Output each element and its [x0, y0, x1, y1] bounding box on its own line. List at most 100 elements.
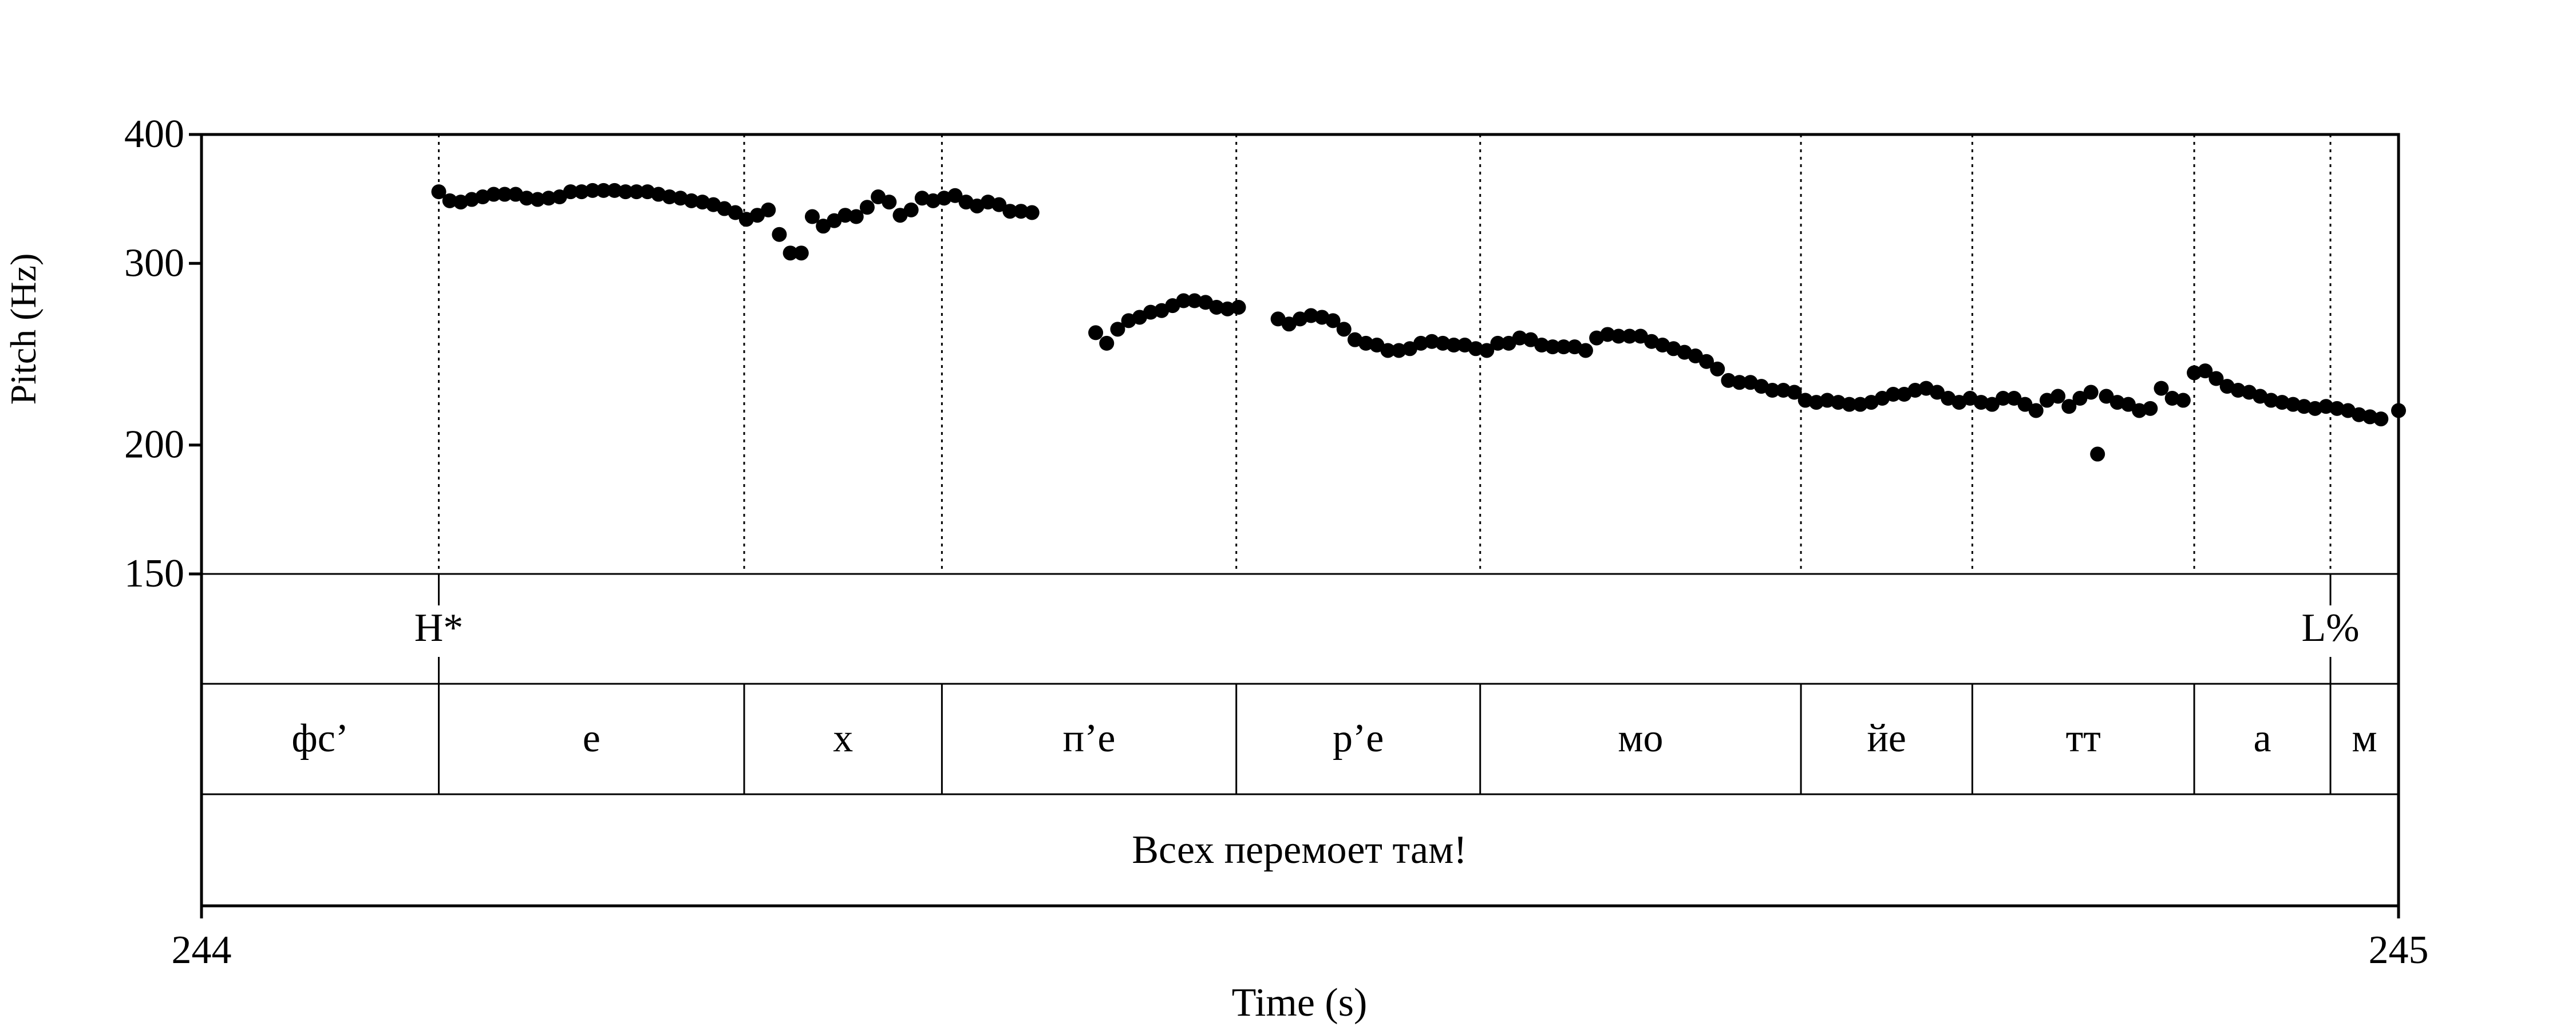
pitch-point	[882, 195, 897, 210]
segment-label: а	[2254, 716, 2271, 760]
pitch-point	[2006, 391, 2022, 406]
pitch-point	[728, 205, 743, 220]
pitch-point	[1358, 335, 1374, 351]
pitch-point	[793, 245, 809, 261]
pitch-point	[1435, 335, 1451, 351]
pitch-point	[1336, 322, 1352, 337]
pitch-point	[2164, 391, 2180, 406]
pitch-point	[1622, 328, 1637, 344]
pitch-point	[947, 188, 963, 203]
pitch-point	[1984, 397, 2000, 412]
pitch-point	[2061, 399, 2077, 414]
pitch-point	[1996, 391, 2011, 406]
segment-label: фс’	[291, 716, 349, 760]
pitch-point	[859, 200, 875, 215]
x-tick-label-start: 244	[172, 928, 232, 972]
x-axis-label: Time (s)	[1232, 981, 1368, 1025]
segment-label: тт	[2066, 716, 2101, 760]
pitch-point	[783, 245, 798, 261]
pitch-point	[816, 219, 831, 234]
segment-label: х	[833, 716, 853, 760]
pitch-point	[2099, 389, 2114, 404]
pitch-point	[1710, 361, 1725, 377]
pitch-point	[1088, 325, 1104, 340]
pitch-point	[772, 227, 787, 242]
pitch-point	[2050, 389, 2066, 404]
y-tick-label: 200	[124, 423, 184, 467]
pitch-point	[848, 209, 864, 224]
pitch-point	[1556, 339, 1571, 355]
pitch-point	[1446, 338, 1461, 353]
pitch-point	[827, 213, 842, 228]
pitch-point	[2187, 365, 2202, 381]
pitch-point	[1187, 293, 1202, 308]
pitch-point	[1787, 385, 1802, 400]
pitch-point	[618, 184, 633, 200]
pitch-point	[431, 184, 447, 200]
pitch-point	[1209, 299, 1224, 315]
sentence-label: Всех перемоет там!	[1132, 828, 1467, 872]
pitch-point	[1303, 308, 1319, 323]
pitch-point	[1808, 395, 1824, 410]
segment-label: м	[2352, 716, 2377, 760]
pitch-point	[1143, 304, 1159, 320]
pitch-point	[574, 184, 589, 200]
pitch-point	[1907, 383, 1923, 398]
pitch-point	[541, 191, 556, 206]
pitch-point	[1512, 330, 1527, 346]
pitch-point	[2154, 381, 2169, 396]
pitch-point	[1765, 383, 1780, 398]
segment-label: йе	[1867, 716, 1906, 760]
pitch-point	[2373, 411, 2389, 427]
pitch-point	[2208, 371, 2224, 386]
tone-label: H*	[414, 606, 464, 650]
pitch-point	[2109, 395, 2125, 410]
pitch-point	[991, 197, 1007, 212]
pitch-point	[1424, 334, 1440, 349]
segment-label: р’е	[1333, 716, 1384, 760]
pitch-point	[1369, 338, 1385, 353]
pitch-point	[1534, 338, 1550, 353]
pitch-point	[1024, 205, 1040, 220]
segment-label: е	[583, 716, 600, 760]
pitch-point	[683, 193, 699, 208]
pitch-point	[1973, 395, 1989, 410]
pitch-point	[1688, 348, 1703, 364]
pitch-point	[1699, 354, 1714, 369]
pitch-point	[563, 184, 578, 200]
pitch-point	[2072, 391, 2088, 406]
y-axis-label: Pitch (Hz)	[3, 253, 44, 405]
pitch-point	[486, 187, 501, 202]
pitch-point	[2351, 407, 2366, 422]
pitch-point	[837, 208, 853, 223]
x-tick-label-end: 245	[2369, 928, 2429, 972]
pitch-point	[629, 184, 644, 200]
pitch-point	[1721, 373, 1736, 388]
pitch-point	[2285, 397, 2301, 412]
pitch-point	[1930, 385, 1945, 400]
pitch-point	[1325, 313, 1341, 328]
pitch-point	[2230, 383, 2246, 398]
pitch-point	[2329, 401, 2345, 416]
pitch-point	[2198, 363, 2213, 379]
pitch-point	[2175, 393, 2191, 408]
plot-frame	[200, 133, 2400, 908]
pitch-point	[1852, 397, 1868, 412]
pitch-point	[442, 193, 457, 208]
pitch-point	[1176, 293, 1191, 308]
pitch-point	[1402, 341, 1417, 356]
pitch-point	[1545, 339, 1560, 355]
pitch-point	[1220, 301, 1235, 316]
segment-label: п’е	[1063, 716, 1116, 760]
pitch-point	[2296, 399, 2312, 414]
pitch-point	[1732, 375, 1747, 390]
pitch-point	[2143, 401, 2158, 416]
pitch-point	[585, 183, 600, 198]
pitch-point	[1479, 343, 1495, 358]
pitch-point	[1776, 383, 1791, 398]
pitch-point	[607, 183, 622, 198]
pitch-point	[1002, 204, 1018, 219]
pitch-point	[1886, 387, 1901, 402]
pitch-point	[1600, 327, 1615, 342]
